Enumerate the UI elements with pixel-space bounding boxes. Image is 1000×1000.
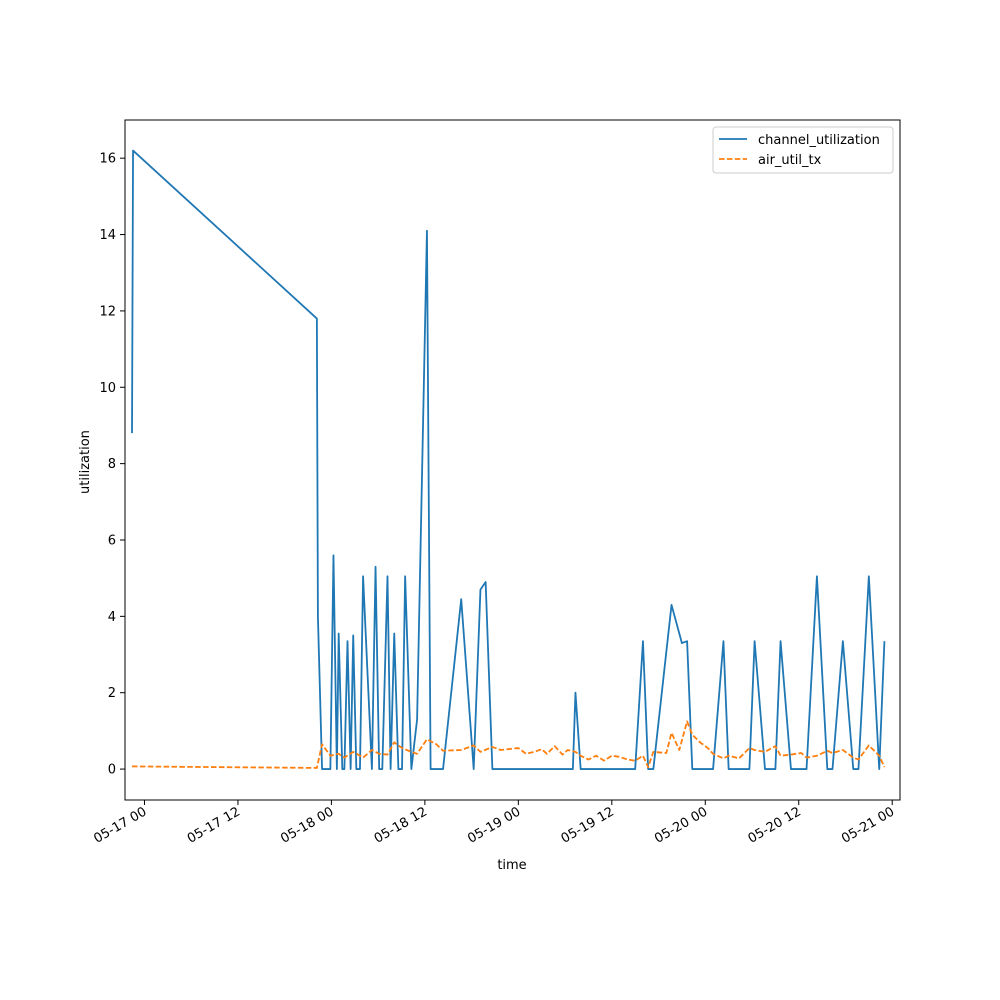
legend-box bbox=[712, 126, 894, 174]
y-tick-label: 16 bbox=[99, 152, 116, 167]
y-tick-label: 0 bbox=[108, 763, 116, 778]
legend-label-air-util-tx: air_util_tx bbox=[758, 153, 822, 168]
y-axis: 0 2 4 6 8 10 12 14 16 bbox=[99, 152, 125, 778]
y-tick-label: 14 bbox=[99, 228, 116, 243]
series-line-air-util-tx bbox=[132, 720, 886, 769]
y-tick-label: 4 bbox=[108, 610, 116, 625]
plot-frame bbox=[124, 119, 901, 801]
series-line-channel-utilization bbox=[131, 149, 886, 770]
y-tick-label: 10 bbox=[99, 381, 116, 396]
series-layer bbox=[131, 149, 886, 770]
y-tick-label: 8 bbox=[108, 457, 116, 472]
y-tick-label: 6 bbox=[108, 533, 116, 548]
x-axis-label: time bbox=[497, 858, 526, 873]
y-tick-label: 2 bbox=[108, 686, 116, 701]
y-tick-label: 12 bbox=[99, 304, 116, 319]
legend-label-channel-utilization: channel_utilization bbox=[758, 133, 880, 148]
legend: channel_utilization air_util_tx bbox=[712, 126, 894, 174]
y-axis-label: utilization bbox=[78, 430, 93, 494]
